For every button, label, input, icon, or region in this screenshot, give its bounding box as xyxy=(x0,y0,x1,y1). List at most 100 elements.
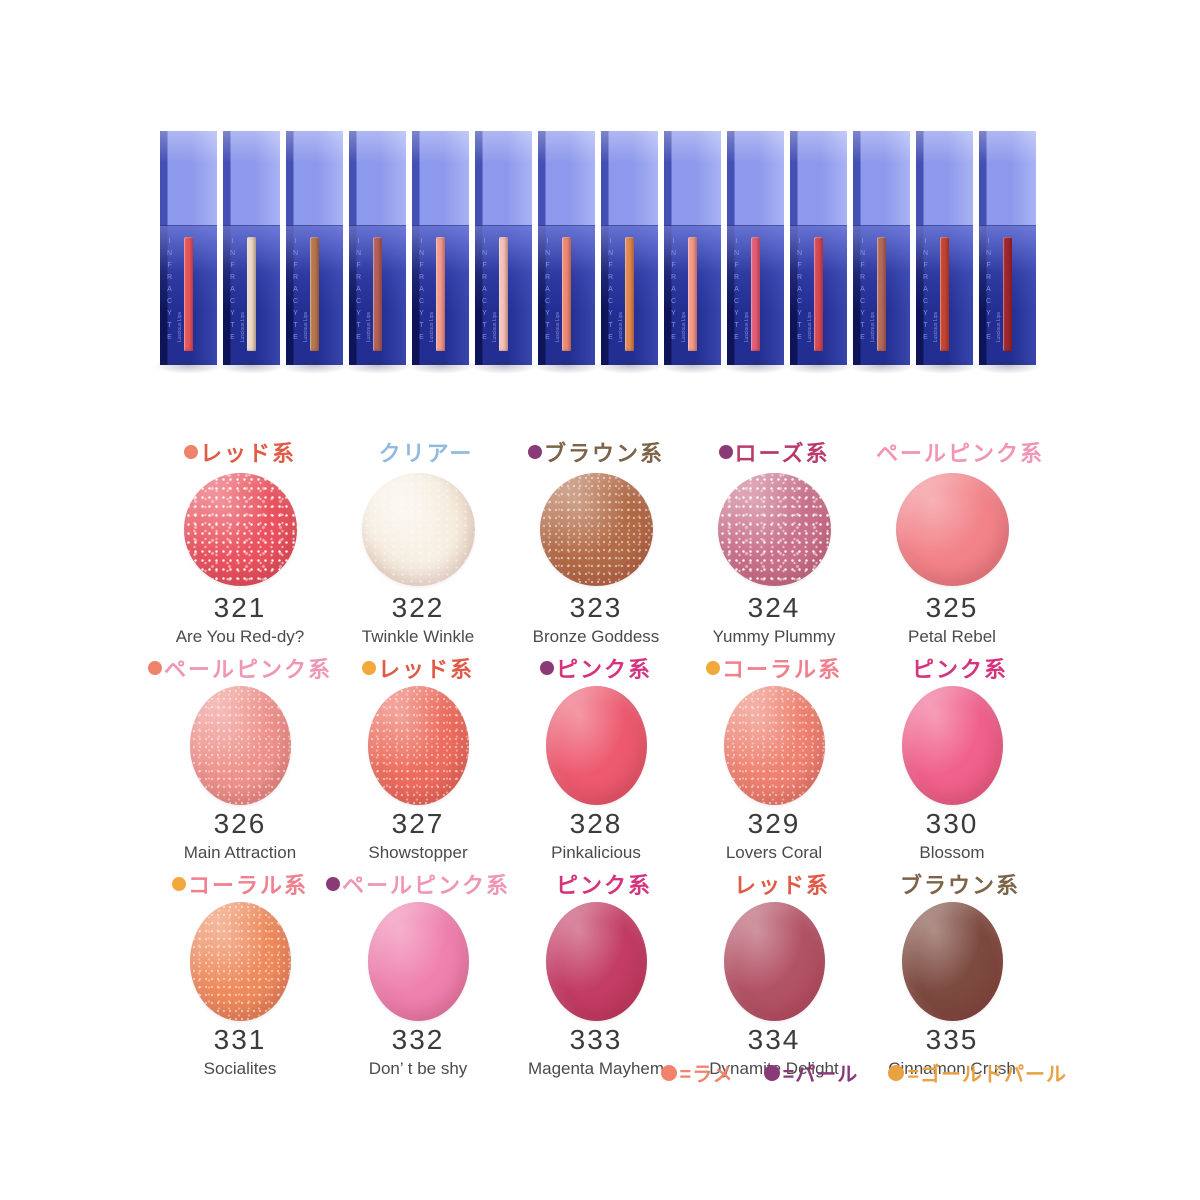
shade-swatch xyxy=(717,472,831,586)
lipgloss-tube: INFRACYTE Luscious Lips xyxy=(532,131,601,374)
shade-number: 334 xyxy=(747,1024,801,1055)
shade-name: Cinnamon Crush xyxy=(888,1059,1016,1078)
shade-card: ペールピンク系 325 Petal Rebel xyxy=(860,436,1044,650)
brand-logo: INFRACYTE xyxy=(418,238,425,346)
shade-card: ブラウン系 335 Cinnamon Crush xyxy=(863,868,1041,1082)
shade-window xyxy=(1003,237,1012,351)
swatch-area xyxy=(545,684,647,806)
category-text: ペールピンク系 xyxy=(876,441,1045,466)
shade-swatch xyxy=(723,685,825,805)
brand-logo: INFRACYTE xyxy=(229,238,236,346)
shade-grid: レッド系 321 Are You Red-dy? クリアー 322 Twinkl… xyxy=(148,436,1044,1082)
shade-swatch xyxy=(539,472,653,586)
brand-logo: INFRACYTE xyxy=(670,238,677,346)
shade-number: 330 xyxy=(925,808,979,839)
legend-label: =パール xyxy=(782,1064,859,1086)
brand-logo: INFRACYTE xyxy=(481,238,488,346)
category-text: ブラウン系 xyxy=(899,873,1020,898)
shade-window xyxy=(436,237,445,351)
tube-cap xyxy=(349,131,406,226)
legend-item: =ゴールドパール xyxy=(888,1058,1067,1087)
category-text: ペールピンク系 xyxy=(164,657,333,682)
product-line-label: Luscious Lips xyxy=(303,312,309,343)
product-line-label: Luscious Lips xyxy=(933,312,939,343)
tube-body: INFRACYTE Luscious Lips xyxy=(349,226,406,365)
tube-cap xyxy=(223,131,280,226)
product-line-label: Luscious Lips xyxy=(177,312,183,343)
lipgloss-tube: INFRACYTE Luscious Lips xyxy=(847,131,916,374)
swatch-area xyxy=(717,468,831,590)
shade-number: 333 xyxy=(569,1024,623,1055)
shade-name: Pinkalicious xyxy=(551,843,641,862)
brand-logo: INFRACYTE xyxy=(733,238,740,346)
category-label: ペールピンク系 xyxy=(326,868,510,900)
shade-card: ピンク系 330 Blossom xyxy=(863,652,1041,866)
shade-number: 324 xyxy=(747,592,801,623)
tube-body: INFRACYTE Luscious Lips xyxy=(223,226,280,365)
shade-number: 322 xyxy=(391,592,445,623)
lipgloss-tube: INFRACYTE Luscious Lips xyxy=(910,131,979,374)
tube-cap xyxy=(727,131,784,226)
legend-item: =ラメ xyxy=(660,1058,734,1087)
category-label: クリアー xyxy=(363,436,474,468)
shade-card: レッド系 334 Dynamite Delight xyxy=(685,868,863,1082)
shade-swatch xyxy=(545,685,647,805)
category-label: レッド系 xyxy=(183,436,296,468)
swatch-area xyxy=(367,900,469,1022)
finish-dot-icon xyxy=(718,445,733,459)
finish-dot-icon xyxy=(183,445,198,459)
finish-dot-icon xyxy=(171,877,186,891)
tube-cap xyxy=(853,131,910,226)
shade-window xyxy=(310,237,319,351)
shade-card: ローズ系 324 Yummy Plummy xyxy=(685,436,863,650)
finish-dot-icon xyxy=(539,661,554,675)
product-line-label: Luscious Lips xyxy=(366,312,372,343)
shade-name: Yummy Plummy xyxy=(712,627,836,646)
shade-window xyxy=(940,237,949,351)
finish-dot-icon xyxy=(705,661,720,675)
tube-body: INFRACYTE Luscious Lips xyxy=(601,226,658,365)
shade-card: ブラウン系 323 Bronze Goddess xyxy=(507,436,685,650)
shade-card: コーラル系 329 Lovers Coral xyxy=(685,652,863,866)
product-line-label: Luscious Lips xyxy=(744,312,750,343)
category-text: レッド系 xyxy=(199,441,296,466)
tube-cap xyxy=(286,131,343,226)
lipgloss-tube: INFRACYTE Luscious Lips xyxy=(658,131,727,374)
swatch-area xyxy=(539,468,653,590)
swatch-area xyxy=(723,900,825,1022)
product-line-label: Luscious Lips xyxy=(429,312,435,343)
shade-swatch xyxy=(361,472,475,586)
category-text: ペールピンク系 xyxy=(342,873,511,898)
brand-logo: INFRACYTE xyxy=(607,238,614,346)
legend-dot-icon xyxy=(660,1064,677,1081)
category-text: コーラル系 xyxy=(187,873,308,898)
brand-logo: INFRACYTE xyxy=(544,238,551,346)
category-text: ピンク系 xyxy=(555,657,652,682)
tube-cap xyxy=(916,131,973,226)
tube-cap xyxy=(475,131,532,226)
shade-name: Blossom xyxy=(919,843,985,862)
swatch-area xyxy=(183,468,297,590)
lipgloss-tube: INFRACYTE Luscious Lips xyxy=(469,131,538,374)
legend-label: =ラメ xyxy=(679,1064,734,1086)
category-label: コーラル系 xyxy=(705,652,842,684)
category-text: レッド系 xyxy=(377,657,474,682)
shade-card: レッド系 321 Are You Red-dy? xyxy=(151,436,329,650)
category-label: ブラウン系 xyxy=(884,868,1020,900)
shade-name: Showstopper xyxy=(368,843,468,862)
shade-card: クリアー 322 Twinkle Winkle xyxy=(329,436,507,650)
category-label: ピンク系 xyxy=(896,652,1008,684)
swatch-area xyxy=(189,684,291,806)
tube-body: INFRACYTE Luscious Lips xyxy=(286,226,343,365)
brand-logo: INFRACYTE xyxy=(796,238,803,346)
shade-name: Main Attraction xyxy=(183,843,297,862)
shade-window xyxy=(247,237,256,351)
swatch-area xyxy=(367,684,469,806)
product-lineup: INFRACYTE Luscious Lips INFRACYTE Luscio… xyxy=(154,131,1042,374)
category-label: ペールピンク系 xyxy=(860,436,1044,468)
shade-window xyxy=(499,237,508,351)
tube-body: INFRACYTE Luscious Lips xyxy=(916,226,973,365)
shade-window xyxy=(877,237,886,351)
shade-name: Bronze Goddess xyxy=(532,627,660,646)
brand-logo: INFRACYTE xyxy=(292,238,299,346)
